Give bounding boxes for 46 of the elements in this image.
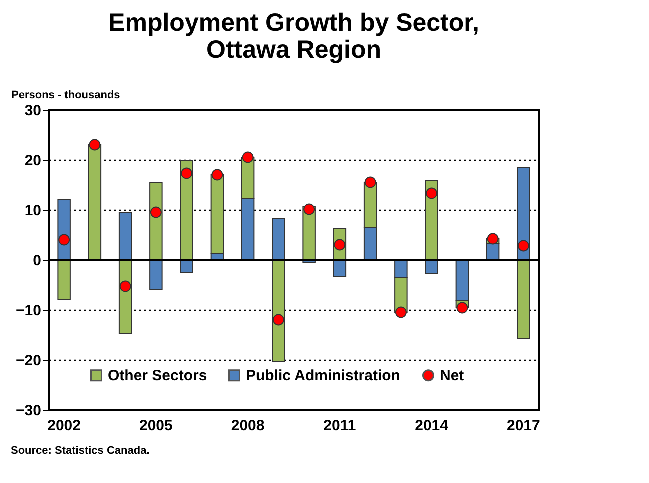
y-tick-label: 30 (24, 102, 42, 120)
source-note: Source: Statistics Canada. (11, 445, 150, 457)
point (518, 240, 530, 252)
y-tick-label: −20 (16, 352, 42, 370)
bar (517, 167, 530, 260)
legend-label: Net (440, 368, 464, 385)
point (89, 139, 101, 151)
bar (517, 260, 530, 339)
legend-label: Other Sectors (108, 368, 208, 385)
point (304, 204, 316, 216)
bar (180, 160, 194, 260)
y-axis-title: Persons - thousands (12, 90, 120, 102)
x-tick-label: 2011 (324, 418, 356, 434)
bar (425, 180, 438, 260)
bar (58, 260, 71, 300)
bar (272, 218, 286, 260)
point (364, 176, 376, 188)
point (150, 206, 162, 218)
point (120, 280, 132, 292)
x-tick-label: 2005 (140, 418, 173, 434)
point (242, 152, 254, 164)
point (456, 302, 468, 314)
x-tick-label: 2002 (48, 418, 81, 434)
x-tick-label: 2008 (231, 418, 265, 434)
point (58, 234, 70, 246)
bar (118, 212, 132, 260)
point (395, 306, 407, 318)
point (487, 233, 499, 245)
bar (333, 260, 347, 278)
legend-label: Public Administration (246, 368, 400, 385)
bar (425, 260, 438, 274)
y-tick-label: 0 (33, 252, 42, 270)
point (272, 314, 284, 326)
y-tick-label: 10 (24, 202, 42, 220)
y-tick-label: −30 (16, 402, 42, 420)
point (426, 188, 438, 200)
x-tick-label: 2017 (507, 418, 540, 434)
point (212, 169, 224, 181)
y-tick-label: −10 (16, 302, 42, 320)
bar (272, 260, 286, 362)
bar (150, 260, 163, 290)
y-tick-label: 20 (24, 152, 42, 170)
chart-title: Employment Growth by Sector, Ottawa Region (108, 9, 480, 64)
x-tick-label: 2014 (415, 418, 450, 434)
point (181, 168, 193, 180)
bar (180, 260, 194, 273)
